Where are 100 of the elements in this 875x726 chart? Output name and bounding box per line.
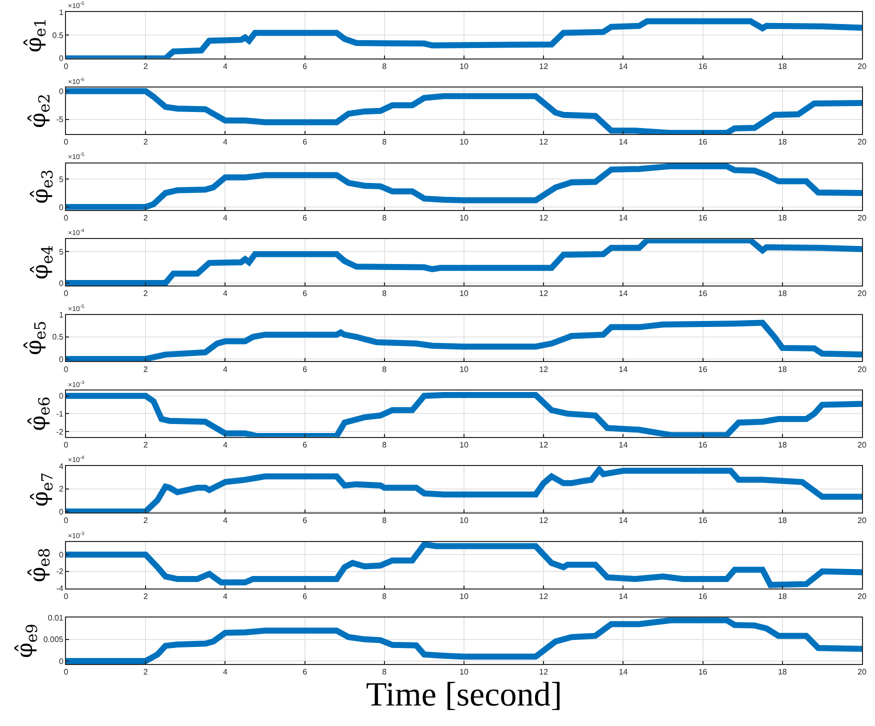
x-tick-label: 8 bbox=[382, 364, 388, 374]
y-tick-label: -5 bbox=[56, 115, 64, 124]
x-tick-label: 14 bbox=[618, 592, 628, 601]
x-tick-label: 6 bbox=[302, 440, 308, 450]
x-tick-label: 14 bbox=[618, 516, 628, 526]
x-tick-label: 10 bbox=[460, 62, 469, 71]
x-tick-label: 10 bbox=[460, 289, 469, 298]
x-tick-label: 20 bbox=[858, 364, 867, 374]
x-tick-label: 2 bbox=[143, 516, 148, 526]
x-tick-label: 8 bbox=[382, 289, 388, 298]
x-tick-label: 12 bbox=[539, 138, 549, 147]
x-tick-label: 6 bbox=[302, 213, 308, 222]
x-tick-label: 8 bbox=[382, 668, 388, 677]
x-tick-label: 4 bbox=[222, 138, 228, 147]
x-tick-label: 2 bbox=[143, 138, 148, 147]
x-tick-label: 10 bbox=[460, 440, 469, 450]
x-tick-label: 12 bbox=[539, 213, 549, 222]
y-tick-label: 4 bbox=[58, 462, 64, 472]
y-tick-label: -4 bbox=[56, 584, 64, 594]
x-tick-label: 2 bbox=[143, 592, 148, 601]
x-tick-label: 10 bbox=[460, 668, 469, 677]
y-tick-label: 0.01 bbox=[48, 613, 64, 622]
x-tick-label: 4 bbox=[222, 592, 228, 601]
x-tick-label: 18 bbox=[778, 592, 788, 601]
x-tick-label: 6 bbox=[302, 516, 308, 526]
x-tick-label: 6 bbox=[302, 364, 308, 374]
x-tick-label: 6 bbox=[302, 668, 308, 677]
y-tick-label: 5 bbox=[58, 247, 64, 256]
y-tick-label: 0 bbox=[58, 86, 64, 96]
x-tick-label: 20 bbox=[858, 62, 867, 71]
x-tick-label: 12 bbox=[539, 364, 549, 374]
x-tick-label: 8 bbox=[382, 592, 388, 601]
x-tick-label: 10 bbox=[460, 364, 469, 374]
x-tick-label: 16 bbox=[698, 289, 708, 298]
x-tick-label: 6 bbox=[302, 62, 308, 71]
x-tick-label: 18 bbox=[778, 289, 788, 298]
x-tick-label: 20 bbox=[858, 516, 867, 526]
x-tick-label: 2 bbox=[143, 440, 148, 450]
y-tick-label: 2 bbox=[58, 484, 64, 494]
x-tick-label: 4 bbox=[222, 516, 228, 526]
x-tick-label: 4 bbox=[222, 62, 228, 71]
x-tick-label: 12 bbox=[539, 289, 549, 298]
x-tick-label: 12 bbox=[539, 592, 549, 601]
x-tick-label: 14 bbox=[618, 62, 628, 71]
x-tick-label: 16 bbox=[698, 592, 708, 601]
x-tick-label: 20 bbox=[858, 668, 867, 677]
x-tick-label: 20 bbox=[858, 440, 867, 450]
x-tick-label: 12 bbox=[539, 62, 549, 71]
x-tick-label: 4 bbox=[222, 668, 228, 677]
y-tick-label: 0 bbox=[58, 392, 64, 401]
y-tick-label: -2 bbox=[56, 567, 64, 576]
x-tick-label: 14 bbox=[618, 138, 628, 147]
x-tick-label: 8 bbox=[382, 213, 388, 222]
x-tick-label: 6 bbox=[302, 592, 308, 601]
y-tick-label: 1 bbox=[58, 310, 64, 320]
y-tick-label: 0 bbox=[58, 202, 64, 212]
x-tick-label: 4 bbox=[222, 440, 228, 450]
y-tick-label: 0.5 bbox=[52, 30, 64, 40]
x-tick-label: 20 bbox=[858, 138, 867, 147]
y-tick-label: 0 bbox=[58, 278, 64, 288]
x-tick-label: 4 bbox=[222, 289, 228, 298]
x-tick-label: 8 bbox=[382, 138, 388, 147]
y-tick-label: 5 bbox=[58, 174, 64, 184]
x-axis-title: Time [second] bbox=[366, 676, 562, 714]
y-tick-label: 0.005 bbox=[43, 635, 64, 644]
x-tick-label: 4 bbox=[222, 364, 228, 374]
x-tick-label: 2 bbox=[143, 668, 148, 677]
x-tick-label: 20 bbox=[858, 592, 867, 601]
x-tick-label: 14 bbox=[618, 440, 628, 450]
x-tick-label: 12 bbox=[539, 516, 549, 526]
y-tick-label: 0.5 bbox=[52, 332, 64, 342]
x-tick-label: 14 bbox=[618, 289, 628, 298]
x-tick-label: 14 bbox=[618, 364, 628, 374]
x-tick-label: 16 bbox=[698, 516, 708, 526]
x-tick-label: 10 bbox=[460, 213, 469, 222]
y-tick-label: 0 bbox=[58, 507, 64, 516]
x-tick-label: 14 bbox=[618, 213, 628, 222]
x-tick-label: 16 bbox=[698, 364, 708, 374]
x-tick-label: 18 bbox=[778, 668, 788, 677]
y-tick-label: 0 bbox=[58, 54, 64, 64]
x-tick-label: 16 bbox=[698, 440, 708, 450]
x-tick-label: 18 bbox=[778, 62, 788, 71]
x-tick-label: 8 bbox=[382, 516, 388, 526]
x-tick-label: 10 bbox=[460, 592, 469, 601]
x-tick-label: 12 bbox=[539, 440, 549, 450]
x-tick-label: 16 bbox=[698, 213, 708, 222]
x-tick-label: 8 bbox=[382, 62, 388, 71]
x-tick-label: 18 bbox=[778, 440, 788, 450]
x-tick-label: 10 bbox=[460, 516, 469, 526]
y-tick-label: 0 bbox=[58, 354, 64, 364]
x-tick-label: 2 bbox=[143, 289, 148, 298]
x-tick-label: 4 bbox=[222, 213, 228, 222]
y-tick-label: -2 bbox=[56, 427, 64, 436]
y-tick-label: 0 bbox=[58, 656, 64, 666]
x-tick-label: 2 bbox=[143, 213, 148, 222]
x-tick-label: 18 bbox=[778, 516, 788, 526]
x-tick-label: 16 bbox=[698, 138, 708, 147]
x-tick-label: 16 bbox=[698, 668, 708, 677]
x-tick-label: 6 bbox=[302, 289, 308, 298]
y-tick-label: -1 bbox=[56, 410, 64, 418]
